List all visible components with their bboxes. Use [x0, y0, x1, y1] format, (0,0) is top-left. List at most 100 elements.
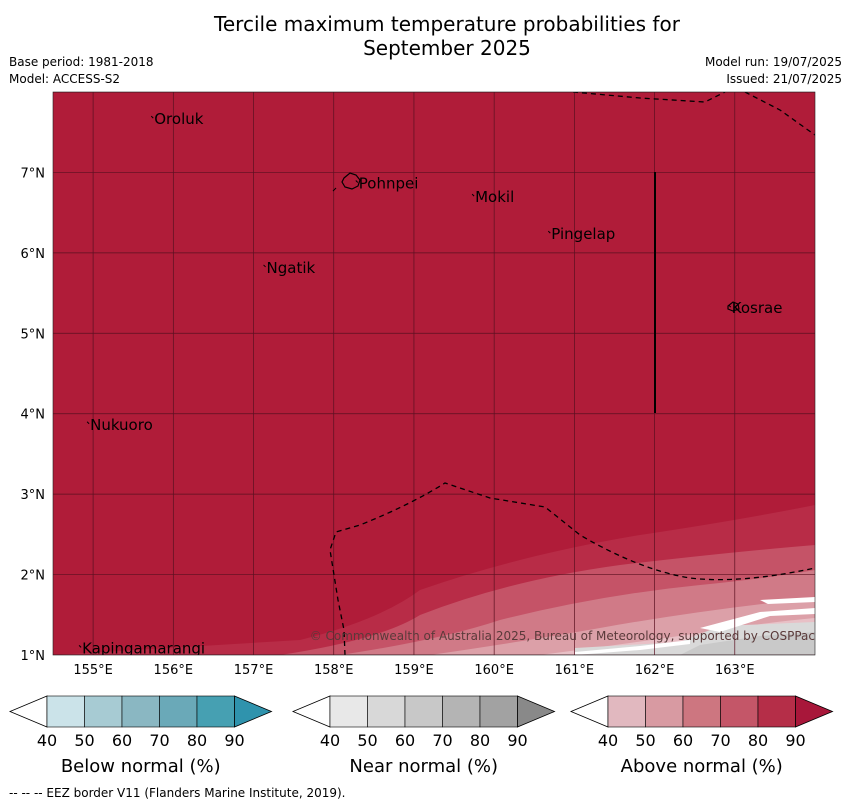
place-label: Nukuoro	[90, 416, 153, 434]
colorbar-swatch	[196, 695, 235, 728]
colorbar-swatch	[442, 695, 481, 728]
lat-tick-label: 3°N	[21, 488, 46, 503]
colorbar-tick-label: 80	[470, 731, 490, 750]
title-line-1: Tercile maximum temperature probabilitie…	[214, 12, 680, 36]
pohnpei-island	[341, 172, 361, 190]
place-marker	[150, 115, 154, 119]
place-label: Oroluk	[154, 110, 203, 128]
colorbar-tick-label: 60	[673, 731, 693, 750]
place-marker	[263, 264, 266, 268]
colorbar-swatch	[682, 695, 721, 728]
white-streak-1	[700, 608, 815, 632]
colorbar-swatch	[479, 695, 518, 728]
footnote: -- -- -- EEZ border V11 (Flanders Marine…	[9, 786, 346, 800]
model-text: Model: ACCESS-S2	[9, 72, 121, 86]
colorbar-tick-label: 90	[507, 731, 527, 750]
lon-tick-label: 162°E	[635, 663, 675, 678]
colorbar-swatch	[367, 695, 406, 728]
colorbar-tick-label: 40	[598, 731, 618, 750]
title-line-2: September 2025	[363, 36, 531, 60]
longitude-tick-labels: 155°E 156°E 157°E 158°E 159°E 160°E 161°E 162°E…	[73, 663, 754, 678]
colorbar-tick-label: 50	[635, 731, 655, 750]
colorbar-over-arrow	[234, 695, 273, 728]
colorbar-2: 40 50 60 70 80 90 Near normal (%)	[291, 695, 556, 777]
lat-tick-label: 1°N	[21, 649, 46, 664]
colorbar-swatch	[720, 695, 759, 728]
colorbar-swatch	[645, 695, 684, 728]
place-label: Kosrae	[732, 299, 783, 317]
lat-tick-label: 7°N	[21, 166, 46, 181]
lat-tick-label: 4°N	[21, 408, 46, 423]
colorbar-over-arrow	[795, 695, 834, 728]
place-label: Pingelap	[551, 225, 615, 243]
lon-tick-label: 161°E	[555, 663, 595, 678]
colorbar-tick-label: 70	[149, 731, 169, 750]
colorbar-tick-label: 70	[710, 731, 730, 750]
near-70-region	[680, 632, 815, 655]
colorbar-tick-label: 90	[224, 731, 244, 750]
colorbar-tick-label: 40	[320, 731, 340, 750]
place-marker	[547, 230, 551, 234]
graticule	[53, 92, 815, 655]
meta-left: Base period: 1981-2018 Model: ACCESS-S2	[9, 54, 154, 88]
eez-border-top	[572, 92, 726, 103]
meta-right: Model run: 19/07/2025 Issued: 21/07/2025	[705, 54, 842, 88]
eez-border-top-right	[744, 92, 815, 136]
colorbar-swatch	[607, 695, 646, 728]
lat-tick-label: 6°N	[21, 247, 46, 262]
place-marker	[78, 645, 82, 648]
colorbar-tick-label: 40	[37, 731, 57, 750]
colorbar-title: Above normal (%)	[621, 756, 783, 777]
lon-tick-label: 163°E	[715, 663, 755, 678]
colorbar-tick-label: 50	[357, 731, 377, 750]
place-label: Mokil	[475, 188, 514, 206]
lon-tick-label: 157°E	[234, 663, 274, 678]
colorbar-swatch	[121, 695, 160, 728]
place-label: Ngatik	[267, 259, 316, 277]
colorbar-swatch	[159, 695, 198, 728]
colorbar-swatch	[404, 695, 443, 728]
lat-tick-label: 2°N	[21, 569, 46, 584]
map-frame	[52, 91, 816, 656]
colorbar-swatch	[757, 695, 796, 728]
colorbar-under-arrow	[569, 695, 609, 728]
colorbar-swatch	[329, 695, 368, 728]
base-period-text: Base period: 1981-2018	[9, 55, 154, 69]
colorbar-tick-label: 90	[785, 731, 805, 750]
place-marker	[471, 193, 475, 197]
issued-text: Issued: 21/07/2025	[726, 72, 842, 86]
lon-tick-label: 156°E	[154, 663, 194, 678]
colorbar-under-arrow	[8, 695, 48, 728]
colorbar-title: Near normal (%)	[349, 756, 498, 777]
colorbar-tick-label: 60	[112, 731, 132, 750]
copyright-text: © Commonwealth of Australia 2025, Bureau…	[310, 629, 815, 643]
place-label: Kapingamarangi	[82, 639, 205, 657]
colorbar-swatch	[46, 695, 85, 728]
latitude-tick-labels: 1°N 2°N 3°N 4°N 5°N 6°N 7°N	[21, 166, 46, 664]
map-area: Oroluk Pohnpei Mokil Pingelap Ngatik Kosrae Nu…	[53, 92, 815, 657]
lon-tick-label: 155°E	[73, 663, 113, 678]
colorbar-tick-label: 70	[432, 731, 452, 750]
colorbar-tick-label: 80	[187, 731, 207, 750]
place-marker	[86, 421, 90, 425]
white-streak-3	[760, 597, 815, 604]
pohnpei-islet	[332, 187, 337, 192]
lon-tick-label: 159°E	[394, 663, 434, 678]
model-run-text: Model run: 19/07/2025	[704, 55, 842, 69]
lon-tick-label: 158°E	[314, 663, 354, 678]
colorbar-tick-label: 60	[395, 731, 415, 750]
kosrae-island	[727, 301, 740, 312]
colorbar-over-arrow	[517, 695, 556, 728]
place-marker	[355, 180, 359, 183]
eez-border-south	[329, 482, 815, 655]
lat-tick-label: 5°N	[21, 327, 46, 342]
colorbar-title: Below normal (%)	[61, 756, 221, 777]
colorbar-tick-label: 80	[748, 731, 768, 750]
place-label: Pohnpei	[359, 174, 419, 192]
place-marker	[728, 304, 732, 308]
lon-tick-label: 160°E	[474, 663, 514, 678]
